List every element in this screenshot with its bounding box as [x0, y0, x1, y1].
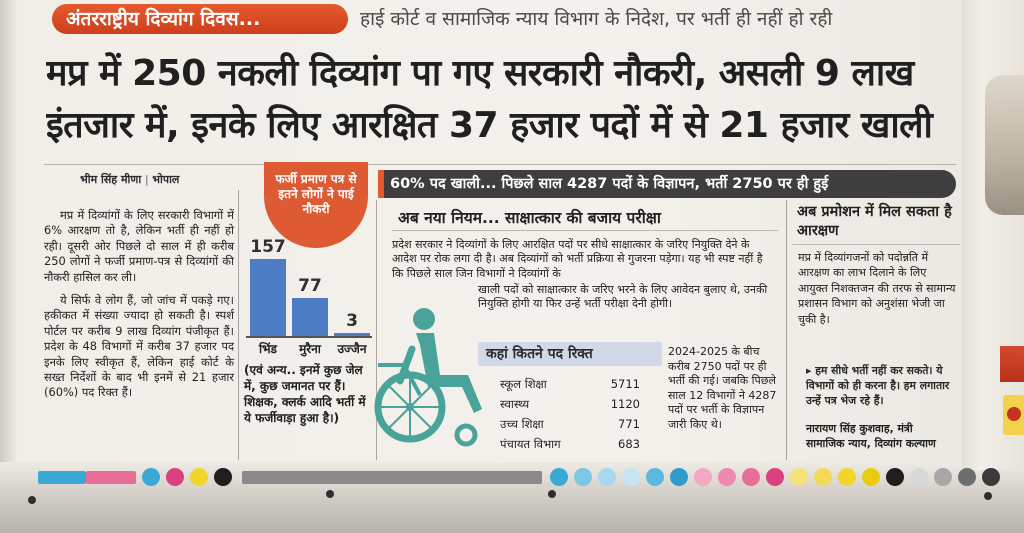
table-cell-dept: उच्च शिक्षा [500, 417, 544, 431]
table-cell-count: 1120 [610, 397, 640, 411]
color-dot [646, 468, 664, 486]
section1-text-a: प्रदेश सरकार ने दिव्यांगों के लिए आरक्षि… [392, 238, 763, 280]
chart-bar [250, 259, 286, 336]
section1-heading: अब नया नियम... साक्षात्कार की बजाय परीक्… [398, 209, 661, 227]
wheelchair-icon [374, 308, 482, 447]
color-dot [670, 468, 688, 486]
section3-heading: अब प्रमोशन में मिल सकता है आरक्षण [797, 204, 952, 239]
table-row: पंचायत विभाग 683 [478, 434, 662, 454]
registration-pin [28, 496, 36, 504]
attribution-title: सामाजिक न्याय, दिव्यांग कल्याण [806, 436, 936, 450]
byline-name: भीम सिंह मीणा [80, 173, 142, 186]
color-patch [86, 471, 136, 484]
body-paragraph-1: मप्र में दिव्यांगों के लिए सरकारी विभागो… [44, 208, 234, 284]
table-row: उच्च शिक्षा 771 [478, 414, 662, 434]
table-cell-dept: स्वास्थ्य [500, 397, 530, 411]
chart-category-label: उज्जैन [337, 342, 367, 356]
color-dot [190, 468, 208, 486]
vacancy-table: कहां कितने पद रिक्त स्कूल शिक्षा 5711 स्… [478, 342, 662, 460]
color-dot [574, 468, 592, 486]
divider [392, 230, 778, 231]
table-cell-dept: पंचायत विभाग [500, 437, 561, 451]
quote-text: हम सीधे भर्ती नहीं कर सकते। ये विभागों क… [806, 364, 950, 407]
color-dot [982, 468, 1000, 486]
chart-baseline [246, 336, 372, 338]
attribution-name: नारायण सिंह कुशवाह, मंत्री [806, 422, 913, 435]
color-dot [214, 468, 232, 486]
column-rule [238, 190, 239, 460]
color-dot [550, 468, 568, 486]
section3-text: मप्र में दिव्यांगजनों को पदोन्नति में आर… [798, 251, 956, 326]
color-patch [38, 471, 86, 484]
divider [792, 244, 960, 245]
table-cell-count: 683 [618, 437, 640, 451]
registration-pin [984, 492, 992, 500]
chart-data-label: 77 [298, 276, 322, 297]
color-registration-strip [20, 466, 1024, 488]
section1-text-b: खाली पदों को साक्षात्कार के जरिए भरने के… [478, 283, 768, 311]
chart-bar [334, 333, 370, 336]
headline-line-1: मप्र में 250 नकली दिव्यांग पा गए सरकारी … [46, 53, 914, 94]
color-dot [790, 468, 808, 486]
divider [44, 164, 956, 165]
color-dot [934, 468, 952, 486]
chart-data-label: 3 [346, 311, 358, 331]
article-body: मप्र में दिव्यांगों के लिए सरकारी विभागो… [44, 208, 234, 401]
color-dot [622, 468, 640, 486]
byline-place: भोपाल [152, 173, 180, 186]
gray-patch [242, 471, 542, 484]
table-cell-count: 5711 [610, 377, 640, 391]
chart-data-label: 157 [250, 237, 286, 258]
color-dot [958, 468, 976, 486]
color-dot [814, 468, 832, 486]
color-dot [766, 468, 784, 486]
table-cell-dept: स्कूल शिक्षा [500, 377, 547, 391]
minister-quote: ▸ हम सीधे भर्ती नहीं कर सकते। ये विभागों… [806, 364, 956, 408]
kicker-label: अंतरराष्ट्रीय दिव्यांग दिवस... [52, 4, 348, 34]
chart-category-label: मुरैना [299, 342, 321, 356]
color-dot [718, 468, 736, 486]
table-row: स्कूल शिक्षा 5711 [478, 374, 662, 394]
color-dot [142, 468, 160, 486]
color-dot [838, 468, 856, 486]
byline: भीम सिंह मीणा | भोपाल [80, 172, 250, 187]
registration-pin [326, 490, 334, 498]
headline-line-2: इंतजार में, इनके लिए आरक्षित 37 हजार पदो… [46, 105, 933, 146]
adjacent-red-graphic [1000, 346, 1024, 382]
chart-bar [292, 298, 328, 336]
chart-title-stamp: फर्जी प्रमाण पत्र से इतने लोगों ने पाई न… [264, 162, 368, 248]
body-paragraph-2: ये सिर्फ वे लोग हैं, जो जांच में पकड़े ग… [44, 293, 234, 400]
adjacent-photo [985, 75, 1024, 215]
color-dot [886, 468, 904, 486]
color-dot [598, 468, 616, 486]
table-row: स्वास्थ्य 1120 [478, 394, 662, 414]
chart-category-label: भिंड [259, 342, 277, 356]
color-dot [694, 468, 712, 486]
table-cell-count: 771 [618, 417, 640, 431]
vacancy-table-title: कहां कितने पद रिक्त [478, 342, 662, 366]
registration-pin [548, 490, 556, 498]
color-dot [910, 468, 928, 486]
color-dot [166, 468, 184, 486]
column-rule [786, 200, 787, 460]
chart-note: (एवं अन्य.. इनमें कुछ जेल में, कुछ जमानत… [244, 363, 366, 425]
strapline: हाई कोर्ट व सामाजिक न्याय विभाग के निदेश… [360, 8, 833, 30]
note-2024: 2024-2025 के बीच करीब 2750 पदों पर ही भर… [668, 345, 777, 431]
quote-attribution: नारायण सिंह कुशवाह, मंत्री सामाजिक न्याय… [806, 422, 966, 452]
column-rule [376, 200, 377, 460]
section-band: 60% पद खाली... पिछले साल 4287 पदों के वि… [378, 170, 956, 198]
color-dot [742, 468, 760, 486]
quote-mark-icon: ▸ [806, 364, 812, 377]
adjacent-logo [1003, 395, 1024, 435]
color-dot [862, 468, 880, 486]
byline-separator: | [145, 173, 153, 186]
